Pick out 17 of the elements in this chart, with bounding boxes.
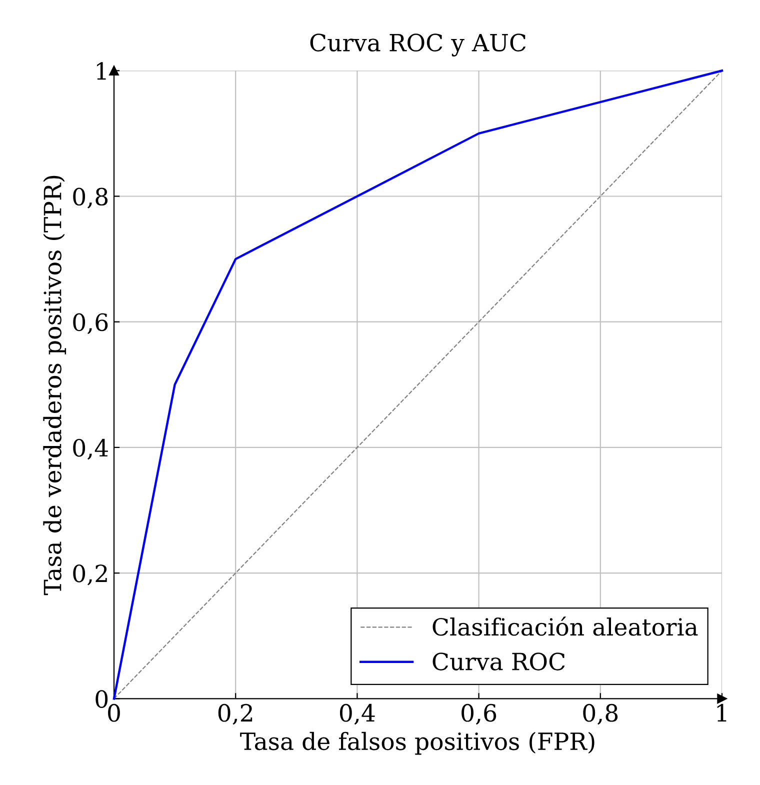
y-tick-label: 0,4	[73, 438, 108, 460]
y-tick-label: 0,2	[73, 564, 107, 586]
y-tick-label: 0,8	[73, 188, 108, 208]
chart-title: Curva ROC y AUC	[310, 34, 526, 56]
y-axis-title: Tasa de verdaderos positivos (TPR)	[43, 176, 66, 596]
x-axis-title: Tasa de falsos positivos (FPR)	[240, 732, 594, 755]
y-tick-label: 1	[97, 62, 106, 80]
legend-label: Clasificación aleatoria	[432, 616, 698, 636]
x-tick-label: 0,4	[340, 704, 375, 725]
x-tick-label: 0	[108, 704, 120, 722]
y-tick-label: 0,6	[73, 313, 108, 334]
y-tick-label: 0	[96, 690, 108, 708]
x-tick-label: 1	[717, 704, 726, 722]
legend-label: Curva ROC	[432, 652, 565, 670]
x-tick-label: 0,6	[462, 704, 496, 725]
x-tick-label: 0,2	[218, 704, 252, 725]
x-tick-label: 0,8	[583, 704, 618, 725]
